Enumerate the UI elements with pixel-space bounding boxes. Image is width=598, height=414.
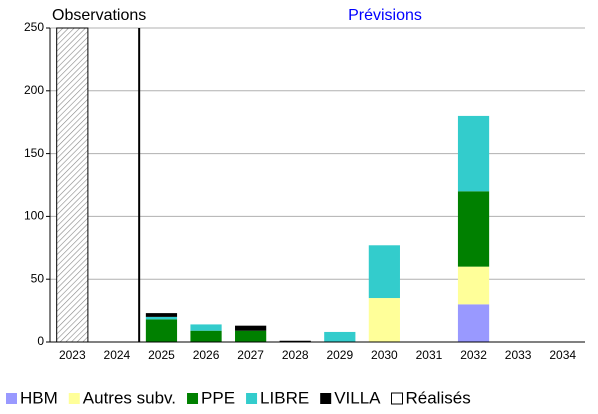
legend-label: HBM	[20, 388, 58, 407]
observations-label: Observations	[52, 7, 146, 24]
bar-segment	[457, 115, 490, 192]
x-tick-label: 2023	[59, 348, 86, 362]
x-tick-label: 2030	[371, 348, 398, 362]
bar-segment	[368, 245, 400, 299]
legend-label: VILLA	[334, 388, 381, 407]
legend-label: Autres subv.	[83, 388, 176, 407]
legend-swatch	[68, 393, 80, 404]
x-tick-label: 2027	[237, 348, 264, 362]
x-tick-label: 2034	[549, 348, 576, 362]
bar-segment	[145, 319, 178, 342]
bar-segment	[56, 27, 89, 343]
y-tick-label: 0	[37, 334, 44, 348]
legend-swatch	[391, 392, 403, 405]
legend-label: Réalisés	[406, 388, 471, 407]
bar-segment	[190, 330, 222, 342]
y-tick-label: 150	[24, 146, 44, 160]
bar-segment	[457, 191, 490, 267]
x-tick-label: 2031	[416, 348, 443, 362]
legend-swatch	[6, 393, 17, 404]
forecast-label: Prévisions	[348, 7, 422, 24]
x-tick-label: 2028	[282, 348, 309, 362]
bar-segment	[235, 325, 267, 331]
legend-label: PPE	[201, 388, 235, 407]
x-tick-label: 2029	[326, 348, 353, 362]
legend-label: LIBRE	[260, 388, 309, 407]
x-tick-label: 2026	[193, 348, 220, 362]
bar-segment	[145, 316, 178, 320]
y-tick-label: 250	[24, 20, 44, 34]
legend-swatch	[187, 393, 199, 404]
bar-segment	[324, 331, 356, 342]
legend-swatch	[246, 393, 258, 404]
y-tick-label: 100	[24, 209, 44, 223]
bar-segment	[279, 340, 311, 342]
bar-segment	[235, 330, 267, 342]
bar-segment	[457, 266, 490, 305]
bar-segment	[145, 313, 178, 317]
bar-segment	[190, 324, 222, 331]
bar-segment	[368, 298, 400, 342]
x-tick-label: 2025	[148, 348, 175, 362]
y-tick-label: 50	[31, 271, 45, 285]
y-tick-label: 200	[24, 83, 44, 97]
x-tick-label: 2033	[505, 348, 532, 362]
x-tick-label: 2024	[104, 348, 131, 362]
legend-swatch	[320, 393, 332, 404]
x-tick-label: 2032	[460, 348, 487, 362]
bar-segment	[457, 304, 490, 342]
